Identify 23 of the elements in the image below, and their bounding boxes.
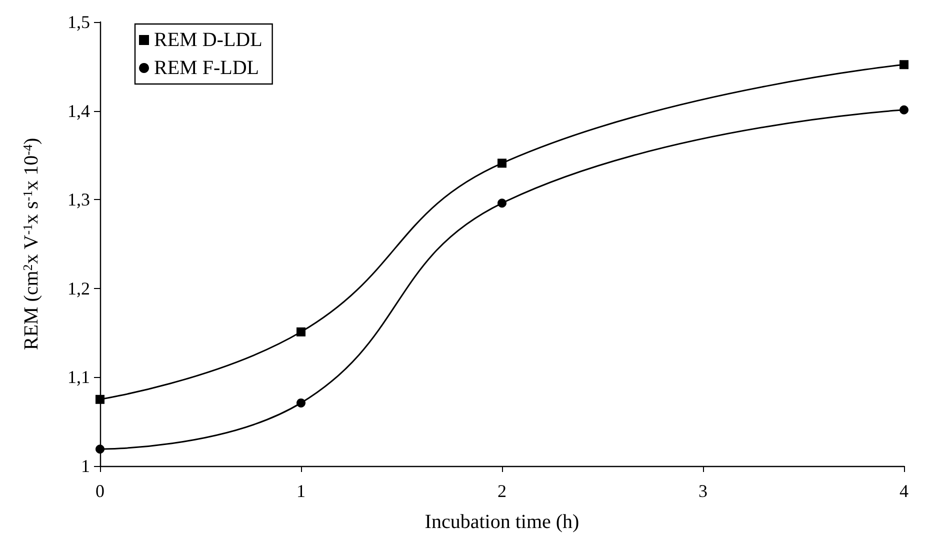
- point: [96, 444, 104, 454]
- x-axis-title: Incubation time (h): [424, 511, 580, 533]
- point: [296, 327, 306, 336]
- point: [900, 105, 908, 114]
- y-tick-label: 1,2: [68, 278, 90, 298]
- text: REM (cm2x V-1x s-1x 10-4): [20, 138, 42, 350]
- x-tick-label: 3: [698, 481, 708, 501]
- x-tick-label: 2: [498, 481, 506, 501]
- point: [296, 398, 306, 408]
- y-tick-label: 1,4: [68, 100, 90, 121]
- point: [96, 394, 104, 404]
- y-tick-label: 1,5: [68, 12, 90, 32]
- point: [900, 60, 908, 70]
- y-tick-label: 1: [81, 456, 90, 476]
- point: [498, 198, 506, 208]
- y-tick-label: 1,3: [68, 190, 90, 210]
- x-tick-label: 0: [96, 481, 104, 501]
- legend-label: REM D-LDL: [154, 29, 262, 51]
- point: [498, 158, 506, 168]
- x-tick-label: 1: [296, 481, 306, 501]
- x-tick-label: 4: [900, 481, 908, 501]
- y-tick-label: 1,1: [68, 367, 90, 388]
- legend-label: REM F-LDL: [154, 57, 259, 79]
